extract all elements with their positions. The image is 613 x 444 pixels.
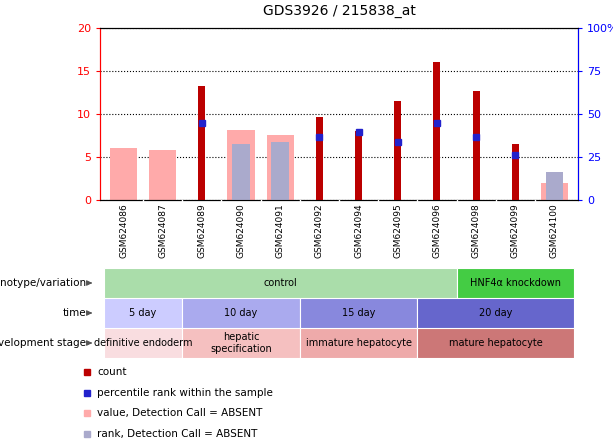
Text: GSM624089: GSM624089: [197, 203, 207, 258]
Text: GSM624096: GSM624096: [432, 203, 441, 258]
Bar: [433, 63, 441, 200]
Bar: [541, 183, 568, 200]
Text: genotype/variation: genotype/variation: [0, 278, 86, 288]
Text: rank, Detection Call = ABSENT: rank, Detection Call = ABSENT: [97, 429, 258, 439]
Bar: [394, 101, 402, 200]
Text: hepatic
specification: hepatic specification: [210, 332, 272, 354]
Text: GSM624092: GSM624092: [315, 203, 324, 258]
Text: GSM624100: GSM624100: [550, 203, 559, 258]
Text: 10 day: 10 day: [224, 308, 257, 318]
Bar: [110, 147, 137, 200]
Text: GDS3926 / 215838_at: GDS3926 / 215838_at: [262, 4, 416, 18]
Text: GSM624095: GSM624095: [394, 203, 402, 258]
Bar: [232, 144, 250, 200]
Bar: [457, 268, 574, 298]
Text: 15 day: 15 day: [342, 308, 375, 318]
Bar: [300, 298, 417, 328]
Bar: [300, 328, 417, 358]
Bar: [417, 298, 574, 328]
Bar: [473, 91, 479, 200]
Text: GSM624091: GSM624091: [276, 203, 284, 258]
Bar: [417, 328, 574, 358]
Text: time: time: [63, 308, 86, 318]
Text: GSM624094: GSM624094: [354, 203, 363, 258]
Text: definitive endoderm: definitive endoderm: [94, 338, 192, 348]
Text: value, Detection Call = ABSENT: value, Detection Call = ABSENT: [97, 408, 263, 418]
Bar: [272, 143, 289, 200]
Text: GSM624090: GSM624090: [237, 203, 246, 258]
Text: control: control: [264, 278, 297, 288]
Bar: [546, 172, 563, 200]
Bar: [104, 298, 182, 328]
Bar: [104, 268, 457, 298]
Text: percentile rank within the sample: percentile rank within the sample: [97, 388, 273, 398]
Bar: [512, 144, 519, 200]
Text: GSM624098: GSM624098: [471, 203, 481, 258]
Text: count: count: [97, 367, 127, 377]
Bar: [149, 150, 177, 200]
Text: mature hepatocyte: mature hepatocyte: [449, 338, 543, 348]
Bar: [182, 328, 300, 358]
Text: 5 day: 5 day: [129, 308, 157, 318]
Bar: [182, 298, 300, 328]
Text: immature hepatocyte: immature hepatocyte: [306, 338, 411, 348]
Bar: [227, 131, 255, 200]
Text: GSM624099: GSM624099: [511, 203, 520, 258]
Bar: [199, 86, 205, 200]
Bar: [267, 135, 294, 200]
Text: development stage: development stage: [0, 338, 86, 348]
Text: 20 day: 20 day: [479, 308, 512, 318]
Text: HNF4α knockdown: HNF4α knockdown: [470, 278, 561, 288]
Bar: [355, 131, 362, 200]
Text: GSM624087: GSM624087: [158, 203, 167, 258]
Text: GSM624086: GSM624086: [119, 203, 128, 258]
Bar: [104, 328, 182, 358]
Bar: [316, 117, 323, 200]
